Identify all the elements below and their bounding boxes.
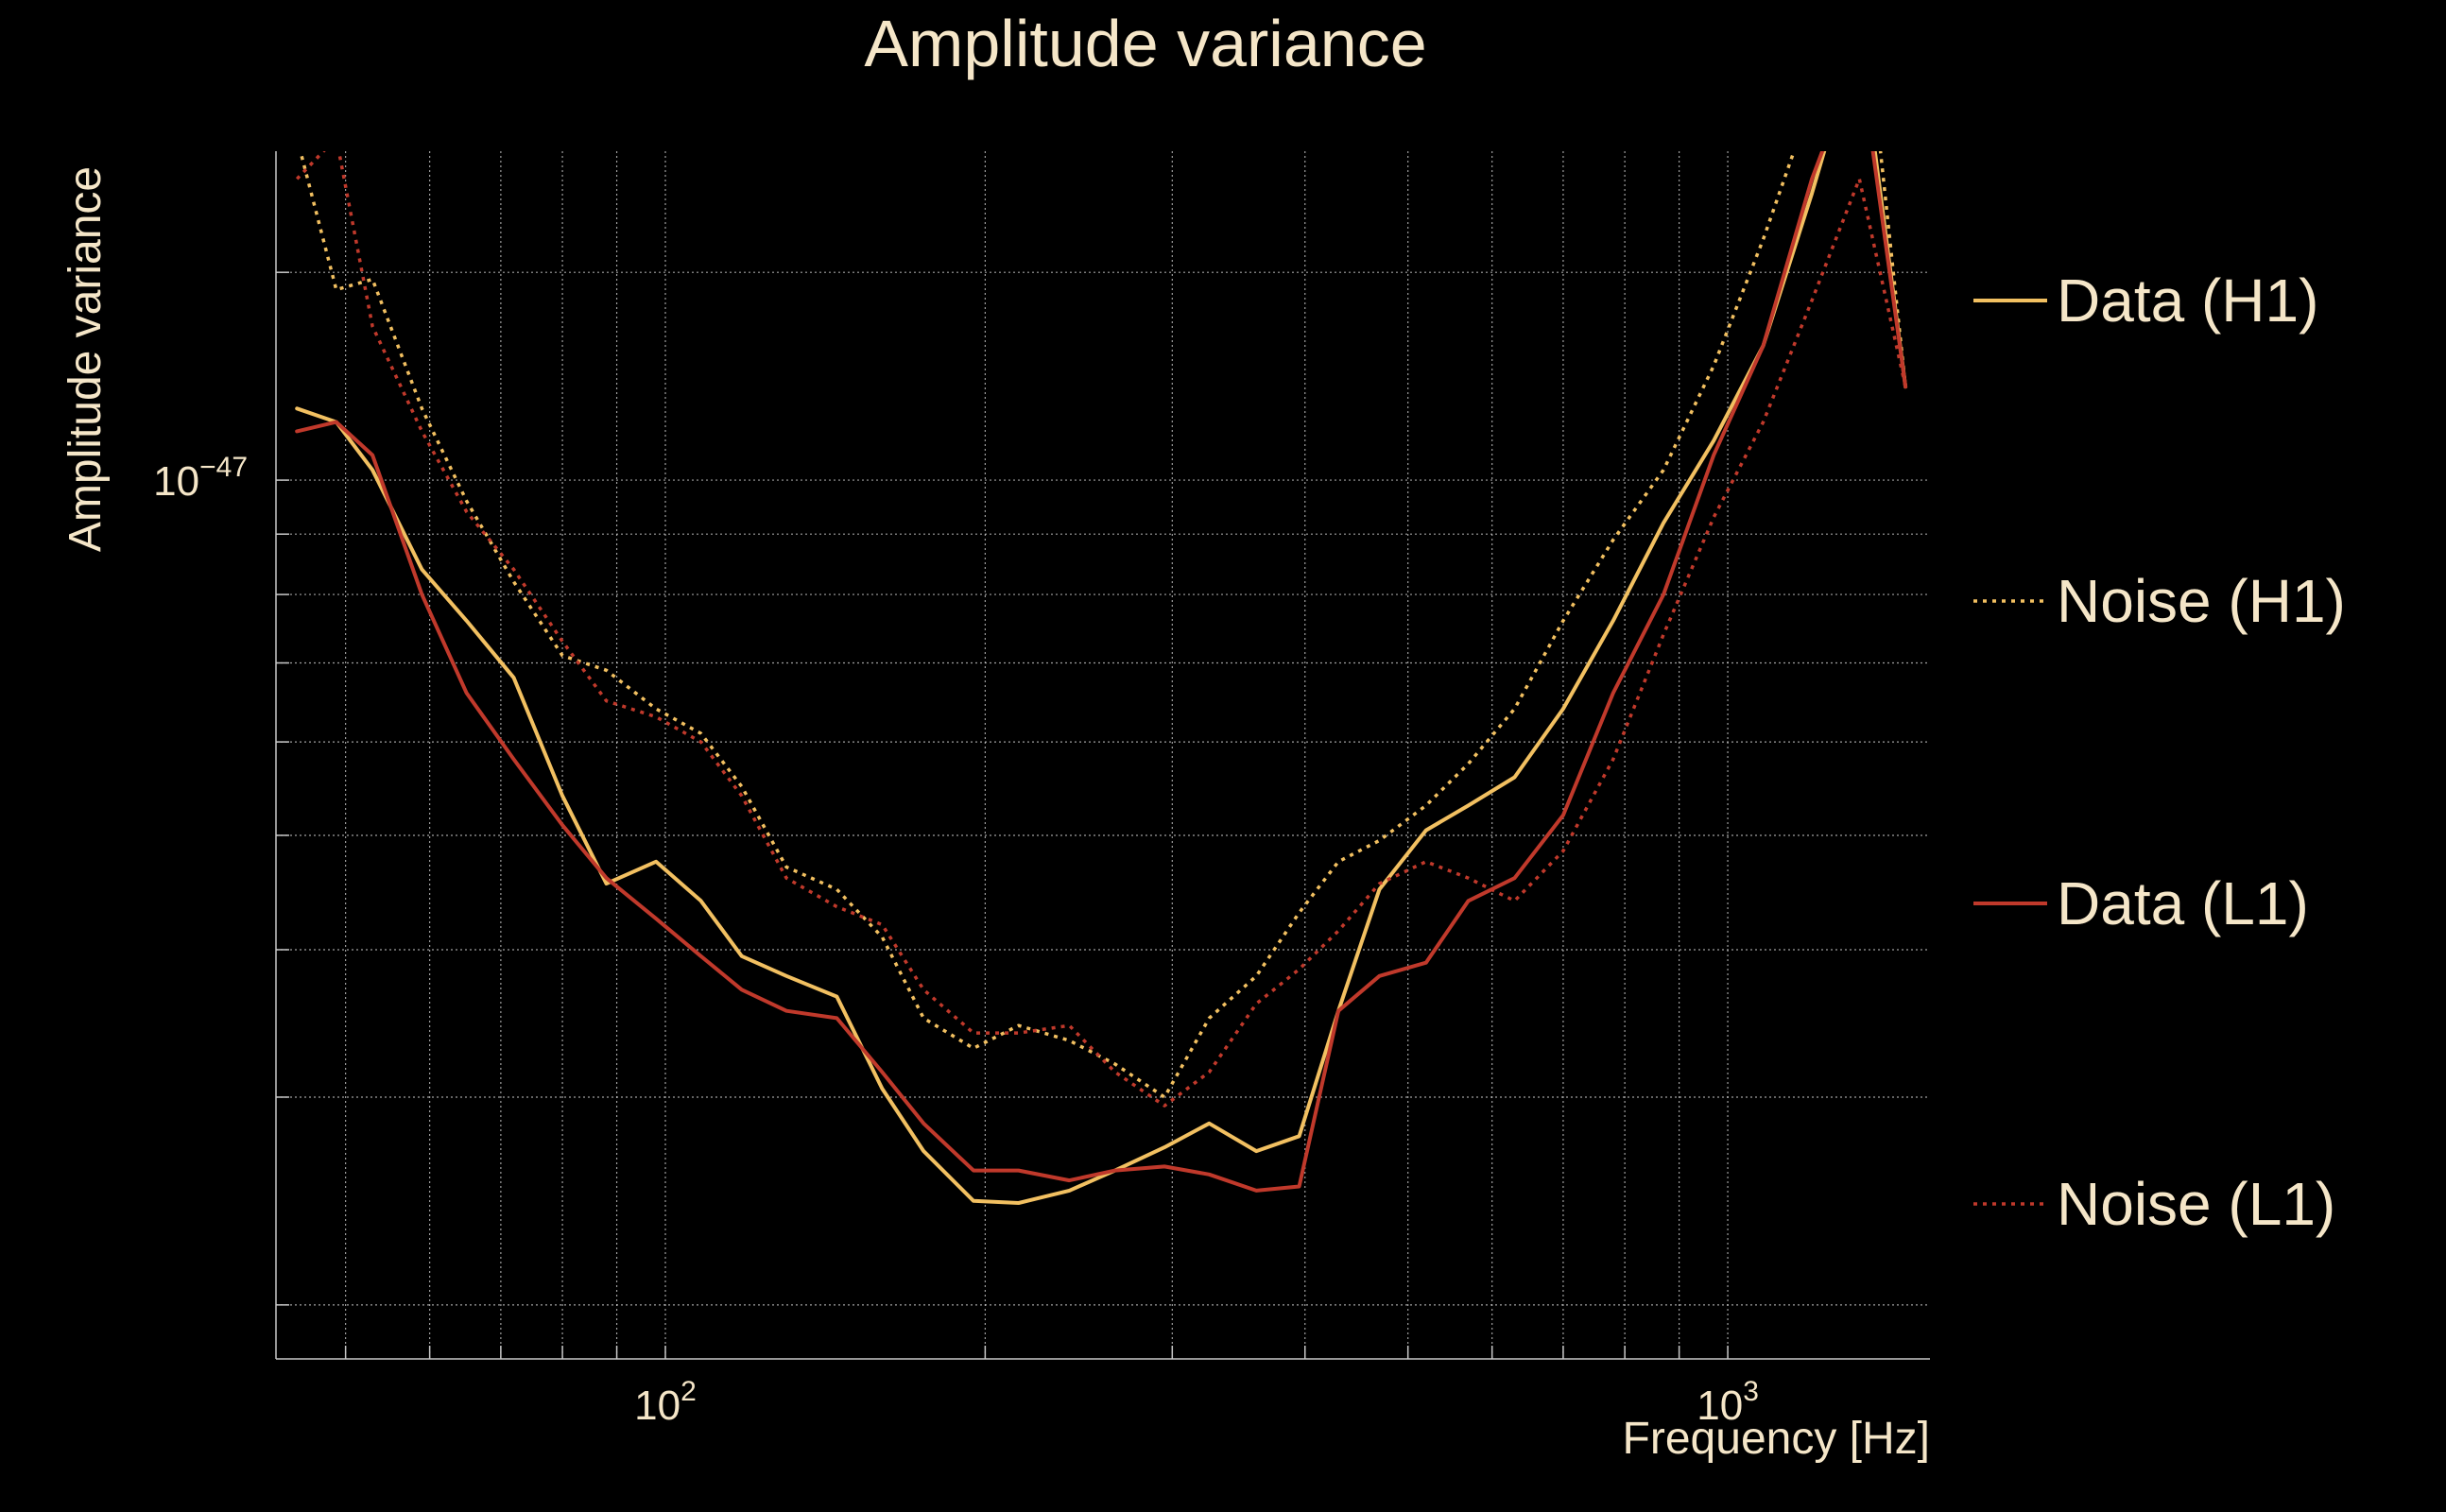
series-line-noise-l1 <box>295 151 1907 1108</box>
x-tick-label-base: 10 <box>634 1383 680 1429</box>
x-tick-label: 103 <box>1697 1376 1759 1429</box>
legend-label-noise-h1: Noise (H1) <box>2057 567 2346 635</box>
legend-label-data-l1: Data (L1) <box>2057 869 2309 937</box>
x-axis-label: Frequency [Hz] <box>1623 1414 1930 1464</box>
grid <box>276 151 1930 1359</box>
series-group <box>295 151 1908 1205</box>
legend-label-data-h1: Data (H1) <box>2057 266 2318 335</box>
series-line-data-h1 <box>295 151 1908 1205</box>
y-axis-label: Amplitude variance <box>60 166 111 552</box>
y-tick-label-base: 10 <box>153 458 199 505</box>
legend-label-noise-l1: Noise (L1) <box>2057 1170 2335 1238</box>
chart-title: Amplitude variance <box>864 7 1426 80</box>
x-tick-label: 102 <box>634 1376 697 1429</box>
x-tick-label-base: 10 <box>1697 1383 1743 1429</box>
y-tick-label: 10−47 <box>153 452 248 505</box>
legend: Data (H1) Noise (H1) Data (L1) Noise (L1) <box>1973 266 2346 1238</box>
labels: Amplitude variance Frequency [Hz] Amplit… <box>60 7 1930 1464</box>
x-tick-label-exponent: 3 <box>1743 1376 1759 1407</box>
series-line-data-l1 <box>295 151 1908 1193</box>
x-tick-label-exponent: 2 <box>680 1376 697 1407</box>
y-tick-label-exponent: −47 <box>199 452 248 483</box>
